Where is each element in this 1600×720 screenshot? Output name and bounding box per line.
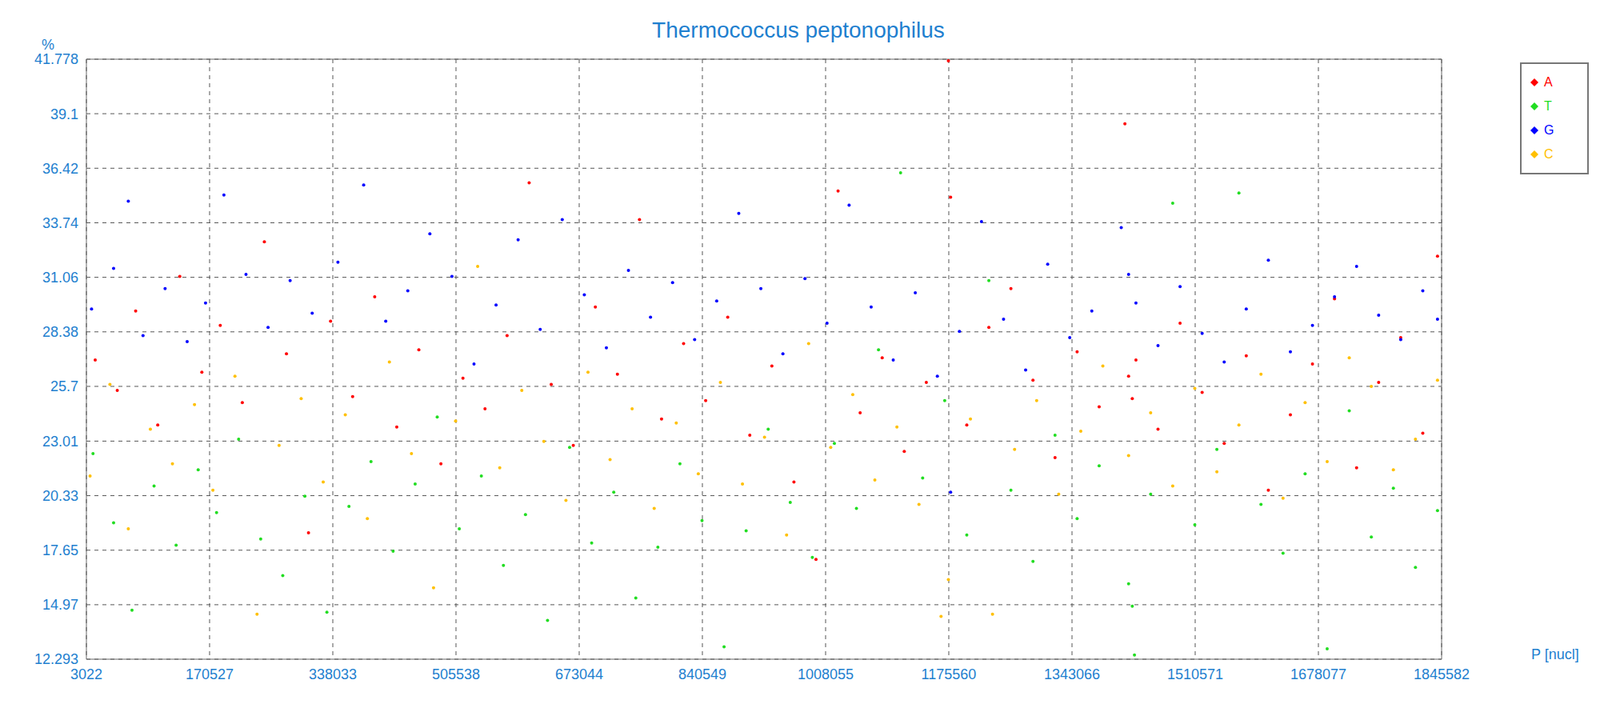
html-text:A: A — [1544, 75, 1553, 89]
svg-text:1008055: 1008055 — [797, 666, 854, 683]
svg-text:17.65: 17.65 — [42, 542, 79, 559]
svg-text:39.1: 39.1 — [50, 106, 79, 123]
html-text:Thermococcus peptonophilus: Thermococcus peptonophilus — [652, 17, 945, 43]
svg-text:14.97: 14.97 — [42, 596, 79, 613]
svg-text:23.01: 23.01 — [42, 433, 79, 450]
svg-text:41.778: 41.778 — [34, 51, 79, 68]
svg-text:840549: 840549 — [678, 666, 727, 683]
svg-text:36.42: 36.42 — [42, 160, 79, 177]
svg-text:25.7: 25.7 — [50, 378, 79, 395]
svg-text:12.293: 12.293 — [34, 651, 79, 668]
html-text:C: C — [1544, 147, 1554, 161]
svg-text:31.06: 31.06 — [42, 269, 79, 286]
svg-text:1343066: 1343066 — [1044, 666, 1100, 683]
svg-text:170527: 170527 — [185, 666, 234, 683]
svg-text:673044: 673044 — [555, 666, 604, 683]
svg-text:1175560: 1175560 — [921, 666, 977, 683]
svg-text:28.38: 28.38 — [42, 324, 79, 340]
svg-text:1510571: 1510571 — [1167, 666, 1224, 683]
svg-text:3022: 3022 — [70, 666, 103, 683]
svg-text:20.33: 20.33 — [42, 488, 79, 504]
html-text:P [nucl]: P [nucl] — [1531, 646, 1579, 663]
svg-text:1845582: 1845582 — [1413, 666, 1470, 683]
html-text:G: G — [1544, 123, 1554, 137]
svg-text:505538: 505538 — [432, 666, 480, 683]
html-text:T: T — [1544, 99, 1552, 113]
svg-text:338033: 338033 — [308, 666, 357, 683]
svg-text:1678077: 1678077 — [1290, 666, 1347, 683]
svg-text:33.74: 33.74 — [42, 215, 79, 232]
